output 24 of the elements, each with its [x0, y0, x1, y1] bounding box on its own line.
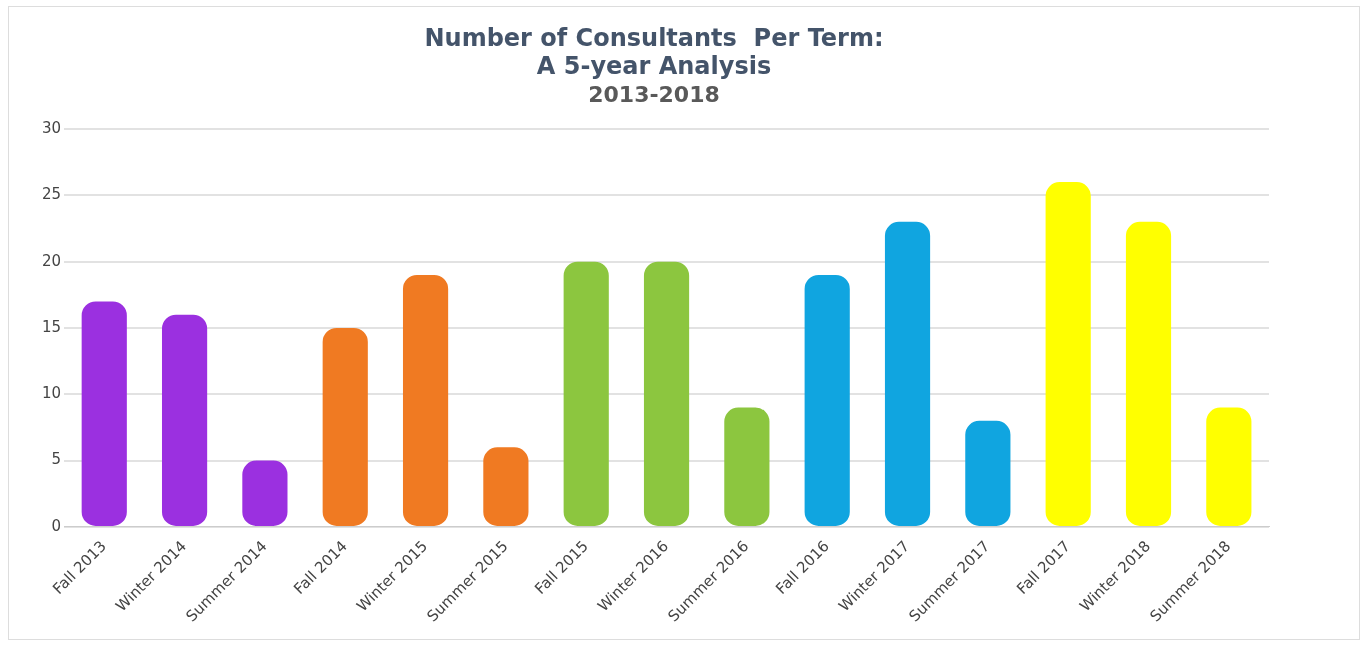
bar — [1125, 221, 1172, 526]
bar — [884, 221, 931, 526]
chart-title: Number of Consultants Per Term: A 5-year Analysis — [424, 23, 884, 81]
y-tick-label: 10 — [41, 384, 62, 403]
y-tick-label: 5 — [51, 450, 62, 469]
bar — [1206, 407, 1252, 526]
chart-subtitle: 2013-2018 — [588, 81, 720, 107]
bar — [402, 274, 449, 526]
bar — [81, 301, 127, 526]
bar — [563, 261, 609, 526]
y-tick-label: 15 — [41, 317, 62, 336]
bar — [242, 460, 288, 526]
bar — [804, 274, 850, 526]
bar — [161, 314, 208, 526]
bar — [643, 261, 690, 526]
bar — [483, 447, 529, 526]
bar — [724, 407, 770, 526]
y-tick-label: 25 — [41, 185, 62, 204]
y-tick-label: 20 — [41, 251, 62, 270]
bar — [965, 420, 1011, 526]
y-tick-label: 30 — [41, 118, 62, 137]
bar — [322, 327, 368, 526]
bar — [1045, 182, 1091, 526]
y-tick-label: 0 — [51, 516, 62, 535]
